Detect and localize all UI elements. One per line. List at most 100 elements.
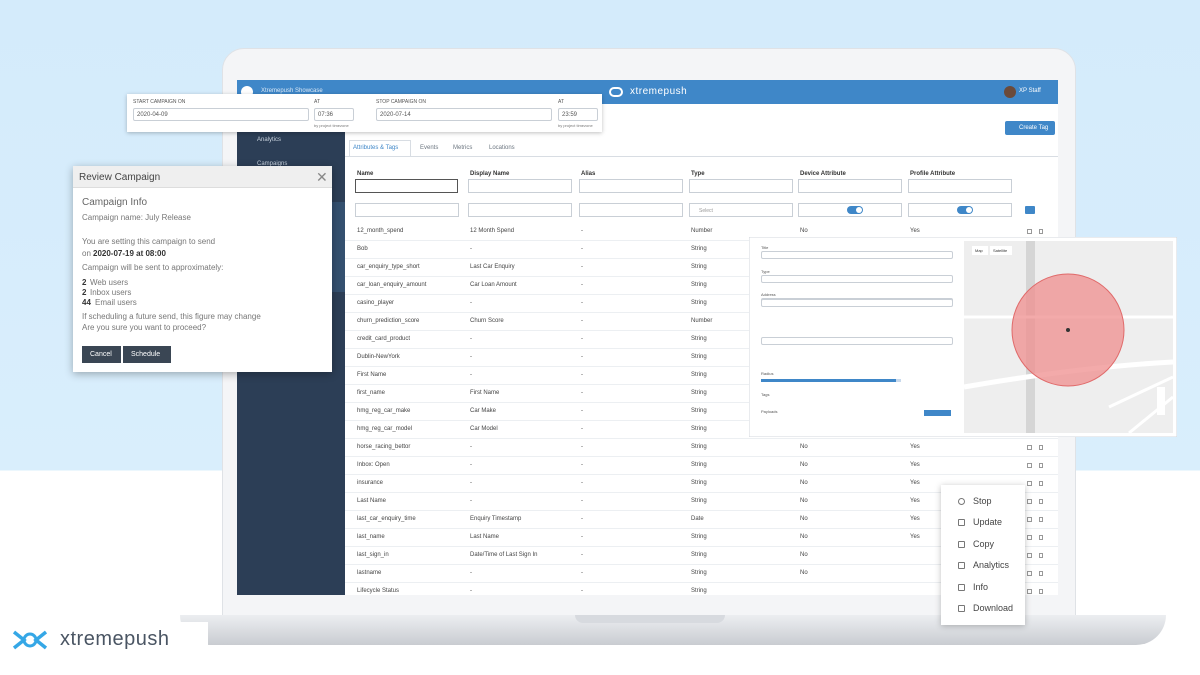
context-menu: Stop Update Copy Analytics Info Download xyxy=(941,485,1025,625)
table-cell: Car Make xyxy=(470,408,497,414)
column-filter[interactable] xyxy=(579,179,683,193)
create-tag-button[interactable]: Create Tag xyxy=(1005,121,1055,135)
row-edit-icon[interactable] xyxy=(1027,445,1032,450)
toggle-knob xyxy=(856,207,862,213)
row-delete-icon[interactable] xyxy=(1039,517,1043,522)
row-delete-icon[interactable] xyxy=(1039,499,1043,504)
row-divider xyxy=(345,348,1058,349)
column-filter[interactable] xyxy=(908,179,1012,193)
row-delete-icon[interactable] xyxy=(1039,553,1043,558)
time-input[interactable] xyxy=(314,108,354,121)
row-divider xyxy=(345,528,1058,529)
row-edit-icon[interactable] xyxy=(1027,535,1032,540)
user-count: 2 xyxy=(82,278,87,287)
row-edit-icon[interactable] xyxy=(1027,571,1032,576)
modal-close[interactable]: ✕ xyxy=(316,169,328,185)
user-count: 44 xyxy=(82,298,91,307)
table-cell: Inbox: Open xyxy=(357,462,390,468)
modal-button[interactable]: Cancel xyxy=(82,346,121,363)
time-input[interactable] xyxy=(558,108,598,121)
table-cell: String xyxy=(691,336,707,342)
modal-header xyxy=(73,166,332,188)
row-divider xyxy=(345,402,1058,403)
row-edit-icon[interactable] xyxy=(1027,481,1032,486)
menu-icon[interactable] xyxy=(958,583,965,591)
table-cell: - xyxy=(470,462,472,468)
laptop-notch xyxy=(575,615,725,623)
row-edit-icon[interactable] xyxy=(1027,517,1032,522)
menu-icon[interactable] xyxy=(958,562,965,570)
table-cell: - xyxy=(470,588,472,594)
row-edit-icon[interactable] xyxy=(1027,499,1032,504)
table-cell: - xyxy=(470,354,472,360)
send-line: You are setting this campaign to send xyxy=(82,237,216,246)
modal-button[interactable]: Schedule xyxy=(123,346,171,363)
toggle[interactable] xyxy=(847,206,863,214)
menu-icon[interactable] xyxy=(958,605,965,612)
row-divider xyxy=(345,312,1058,313)
row-delete-icon[interactable] xyxy=(1039,535,1043,540)
column-filter-2[interactable] xyxy=(689,203,793,217)
date-value: 2020-07-14 xyxy=(380,112,411,118)
column-filter[interactable] xyxy=(355,179,458,193)
table-cell: Car Model xyxy=(470,426,498,432)
table-cell: Dublin-NewYork xyxy=(357,354,400,360)
row-delete-icon[interactable] xyxy=(1039,481,1043,486)
user-count: 2 xyxy=(82,288,87,297)
menu-icon[interactable] xyxy=(958,498,965,505)
table-cell: - xyxy=(581,282,583,288)
column-filter-2[interactable] xyxy=(468,203,572,217)
column-header: Type xyxy=(691,171,705,177)
row-delete-icon[interactable] xyxy=(1039,571,1043,576)
row-divider xyxy=(345,258,1058,259)
table-cell: - xyxy=(581,372,583,378)
column-filter-2[interactable] xyxy=(355,203,459,217)
row-delete-icon[interactable] xyxy=(1039,229,1043,234)
user-type: Inbox users xyxy=(90,288,132,297)
table-cell: - xyxy=(470,444,472,450)
column-filter[interactable] xyxy=(798,179,902,193)
user-name: XP Staff xyxy=(1019,88,1041,94)
row-edit-icon[interactable] xyxy=(1027,229,1032,234)
table-cell: hmg_reg_car_model xyxy=(357,426,413,432)
menu-item: Info xyxy=(973,581,989,592)
table-cell: lastname xyxy=(357,570,382,576)
menu-icon[interactable] xyxy=(958,519,965,527)
menu-item: Analytics xyxy=(973,560,1010,571)
table-cell: String xyxy=(691,372,707,378)
table-cell: String xyxy=(691,570,707,576)
row-delete-icon[interactable] xyxy=(1039,445,1043,450)
tab-active xyxy=(349,140,411,156)
date-input[interactable] xyxy=(376,108,552,121)
menu-icon[interactable] xyxy=(958,540,965,548)
table-cell: - xyxy=(470,498,472,504)
table-cell: Last Car Enquiry xyxy=(470,264,515,270)
table-cell: 12_month_spend xyxy=(357,228,404,234)
table-cell: - xyxy=(581,552,583,558)
row-delete-icon[interactable] xyxy=(1039,463,1043,468)
toggle[interactable] xyxy=(957,206,973,214)
row-edit-icon[interactable] xyxy=(1027,463,1032,468)
column-filter[interactable] xyxy=(689,179,793,193)
table-cell: churn_prediction_score xyxy=(357,318,420,324)
column-filter[interactable] xyxy=(468,179,572,193)
table-cell: Yes xyxy=(910,462,920,468)
user-type: Web users xyxy=(90,278,129,287)
table-cell: - xyxy=(581,408,583,414)
row-delete-icon[interactable] xyxy=(1039,589,1043,594)
table-cell: String xyxy=(691,264,707,270)
row-edit-icon[interactable] xyxy=(1027,589,1032,594)
table-cell: - xyxy=(581,480,583,486)
table-cell: String xyxy=(691,444,707,450)
date-input[interactable] xyxy=(133,108,309,121)
column-filter-2[interactable] xyxy=(579,203,683,217)
date-label: AT xyxy=(314,99,321,105)
row-edit-icon[interactable] xyxy=(1027,553,1032,558)
table-cell: Yes xyxy=(910,444,920,450)
road xyxy=(1108,375,1174,435)
add-payload[interactable] xyxy=(924,410,951,416)
zoom-control[interactable] xyxy=(1157,387,1165,415)
filter-apply[interactable] xyxy=(1025,206,1035,214)
table-cell: - xyxy=(581,354,583,360)
brand: xtremepush xyxy=(630,86,688,97)
